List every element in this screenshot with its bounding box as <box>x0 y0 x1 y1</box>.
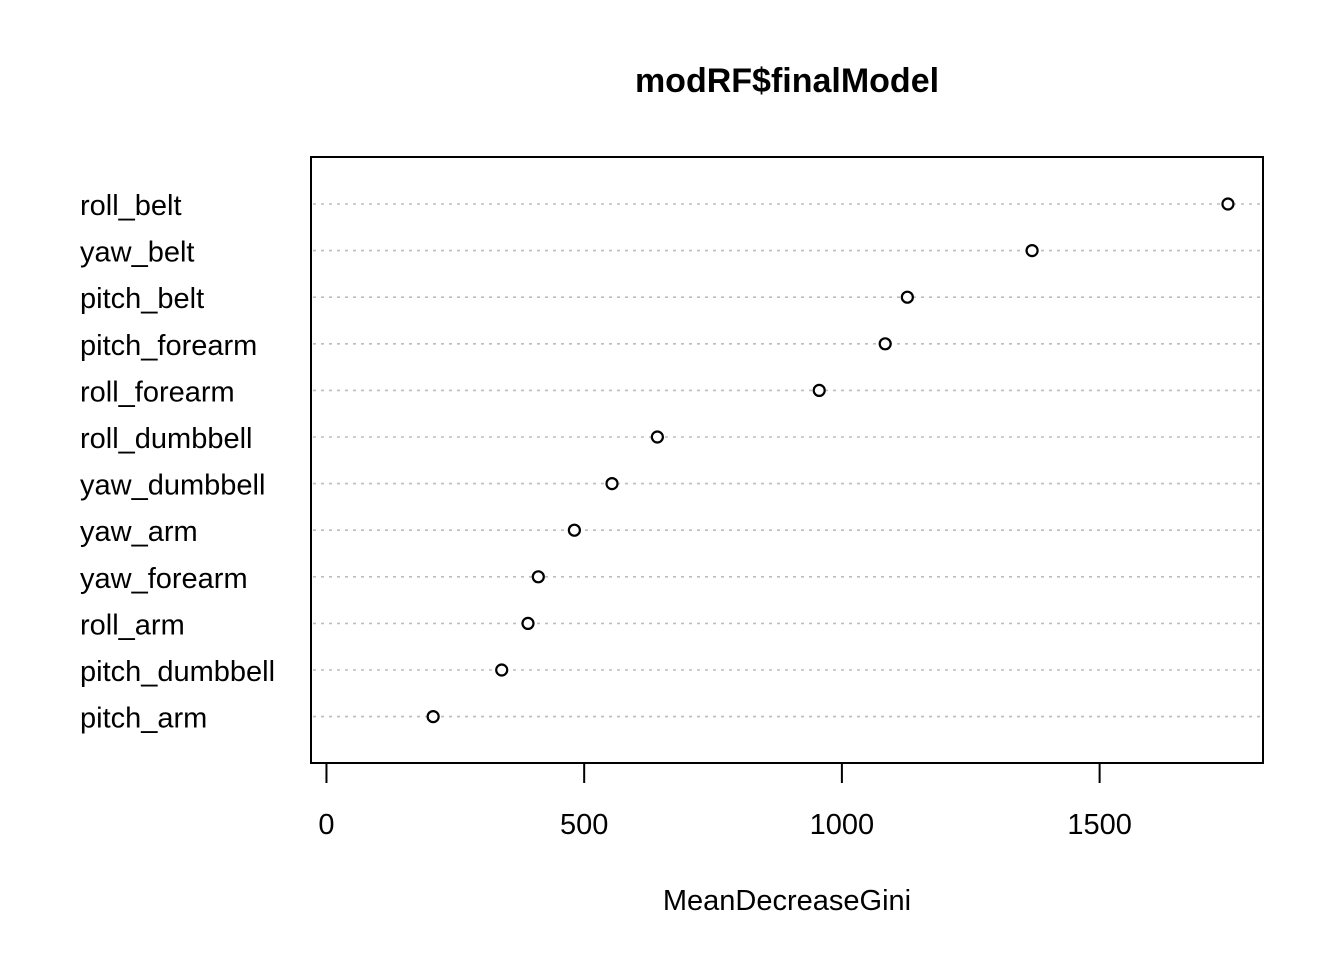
x-axis: 0 500 1000 1500 <box>318 762 1132 841</box>
category-label-yaw_arm: yaw_arm <box>80 516 198 548</box>
category-labels: roll_belt yaw_belt pitch_belt pitch_forearm… <box>80 190 275 735</box>
point-pitch_dumbbell <box>495 663 509 677</box>
point-roll_forearm <box>812 383 826 397</box>
guide-lines <box>313 203 1261 718</box>
category-label-pitch_dumbbell: pitch_dumbbell <box>80 656 275 688</box>
point-yaw_belt <box>1025 244 1039 258</box>
point-pitch_belt <box>900 290 914 304</box>
point-roll_belt <box>1221 197 1235 211</box>
category-label-roll_arm: roll_arm <box>80 609 185 641</box>
plot-frame <box>310 156 1264 764</box>
point-yaw_arm <box>567 523 581 537</box>
category-label-roll_dumbbell: roll_dumbbell <box>80 423 253 455</box>
category-label-roll_belt: roll_belt <box>80 190 182 222</box>
category-label-yaw_belt: yaw_belt <box>80 237 194 269</box>
category-label-roll_forearm: roll_forearm <box>80 376 235 408</box>
data-points <box>426 197 1235 724</box>
x-tick-label-500: 500 <box>560 809 608 841</box>
point-yaw_forearm <box>531 570 545 584</box>
x-axis-label: MeanDecreaseGini <box>663 885 911 917</box>
chart-title: modRF$finalModel <box>635 62 939 100</box>
point-roll_dumbbell <box>650 430 664 444</box>
x-tick-label-1000: 1000 <box>810 809 875 841</box>
point-pitch_arm <box>426 709 440 724</box>
category-label-yaw_dumbbell: yaw_dumbbell <box>80 470 265 502</box>
x-tick-label-1500: 1500 <box>1067 809 1132 841</box>
point-yaw_dumbbell <box>605 477 619 491</box>
x-tick-label-0: 0 <box>318 809 334 841</box>
point-pitch_forearm <box>878 337 892 351</box>
category-label-pitch_arm: pitch_arm <box>80 703 207 735</box>
category-label-pitch_forearm: pitch_forearm <box>80 330 257 362</box>
category-label-yaw_forearm: yaw_forearm <box>80 563 248 595</box>
category-label-pitch_belt: pitch_belt <box>80 283 204 315</box>
point-roll_arm <box>521 616 535 631</box>
